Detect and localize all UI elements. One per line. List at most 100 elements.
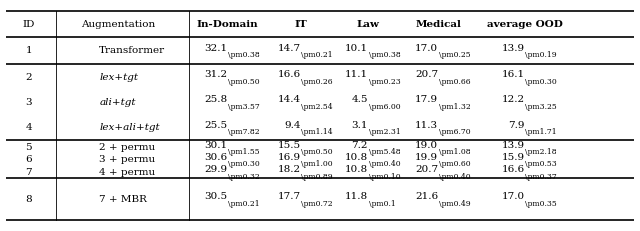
Text: 21.6: 21.6 <box>415 192 438 201</box>
Text: 3.1: 3.1 <box>351 121 368 130</box>
Text: average OOD: average OOD <box>487 20 563 29</box>
Text: ali+tgt: ali+tgt <box>99 98 136 107</box>
Text: \pm0.60: \pm0.60 <box>439 160 470 168</box>
Text: \pm1.08: \pm1.08 <box>439 148 470 156</box>
Text: \pm0.50: \pm0.50 <box>301 148 333 156</box>
Text: \pm0.10: \pm0.10 <box>369 173 400 181</box>
Text: \pm0.30: \pm0.30 <box>525 78 557 86</box>
Text: 13.9: 13.9 <box>502 44 525 53</box>
Text: \pm0.32: \pm0.32 <box>228 173 260 181</box>
Text: 25.8: 25.8 <box>204 95 227 104</box>
Text: Medical: Medical <box>415 20 461 29</box>
Text: 8: 8 <box>26 195 32 204</box>
Text: 2 + permu: 2 + permu <box>99 143 156 152</box>
Text: \pm7.82: \pm7.82 <box>228 128 259 136</box>
Text: \pm0.49: \pm0.49 <box>439 200 470 208</box>
Text: \pm2.18: \pm2.18 <box>525 148 557 156</box>
Text: \pm3.57: \pm3.57 <box>228 103 260 111</box>
Text: 19.0: 19.0 <box>415 141 438 150</box>
Text: 25.5: 25.5 <box>204 121 227 130</box>
Text: \pm6.70: \pm6.70 <box>439 128 470 136</box>
Text: 30.5: 30.5 <box>204 192 227 201</box>
Text: \pm2.31: \pm2.31 <box>369 128 401 136</box>
Text: 3 + permu: 3 + permu <box>99 155 156 164</box>
Text: \pm0.26: \pm0.26 <box>301 78 333 86</box>
Text: 17.0: 17.0 <box>415 44 438 53</box>
Text: 20.7: 20.7 <box>415 165 438 174</box>
Text: \pm5.48: \pm5.48 <box>369 148 400 156</box>
Text: 32.1: 32.1 <box>204 44 227 53</box>
Text: 16.6: 16.6 <box>502 165 525 174</box>
Text: \pm0.38: \pm0.38 <box>369 51 401 59</box>
Text: Law: Law <box>356 20 380 29</box>
Text: 10.8: 10.8 <box>345 153 368 162</box>
Text: 29.9: 29.9 <box>204 165 227 174</box>
Text: 17.7: 17.7 <box>278 192 301 201</box>
Text: 4: 4 <box>26 123 32 132</box>
Text: \pm1.55: \pm1.55 <box>228 148 259 156</box>
Text: 3: 3 <box>26 98 32 107</box>
Text: 6: 6 <box>26 155 32 164</box>
Text: 7: 7 <box>26 168 32 176</box>
Text: \pm0.72: \pm0.72 <box>301 200 333 208</box>
Text: 7 + MBR: 7 + MBR <box>99 195 147 204</box>
Text: 30.1: 30.1 <box>204 141 227 150</box>
Text: lex+tgt: lex+tgt <box>99 73 138 82</box>
Text: \pm0.53: \pm0.53 <box>525 160 557 168</box>
Text: In-Domain: In-Domain <box>196 20 258 29</box>
Text: 31.2: 31.2 <box>204 70 227 79</box>
Text: \pm0.23: \pm0.23 <box>369 78 401 86</box>
Text: 9.4: 9.4 <box>284 121 301 130</box>
Text: lex+ali+tgt: lex+ali+tgt <box>99 123 160 132</box>
Text: 20.7: 20.7 <box>415 70 438 79</box>
Text: 17.0: 17.0 <box>502 192 525 201</box>
Text: \pm0.35: \pm0.35 <box>525 200 557 208</box>
Text: 19.9: 19.9 <box>415 153 438 162</box>
Text: \pm3.25: \pm3.25 <box>525 103 557 111</box>
Text: \pm0.37: \pm0.37 <box>525 173 557 181</box>
Text: 2: 2 <box>26 73 32 82</box>
Text: \pm6.00: \pm6.00 <box>369 103 400 111</box>
Text: Augmentation: Augmentation <box>81 20 156 29</box>
Text: 15.5: 15.5 <box>278 141 301 150</box>
Text: 14.4: 14.4 <box>278 95 301 104</box>
Text: 11.1: 11.1 <box>345 70 368 79</box>
Text: Transformer: Transformer <box>99 46 165 55</box>
Text: 18.2: 18.2 <box>278 165 301 174</box>
Text: 11.3: 11.3 <box>415 121 438 130</box>
Text: \pm0.19: \pm0.19 <box>525 51 557 59</box>
Text: 5: 5 <box>26 143 32 152</box>
Text: 4.5: 4.5 <box>351 95 368 104</box>
Text: 16.6: 16.6 <box>278 70 301 79</box>
Text: \pm0.30: \pm0.30 <box>228 160 260 168</box>
Text: 13.9: 13.9 <box>502 141 525 150</box>
Text: 1: 1 <box>26 46 32 55</box>
Text: 11.8: 11.8 <box>345 192 368 201</box>
Text: \pm0.21: \pm0.21 <box>228 200 259 208</box>
Text: 15.9: 15.9 <box>502 153 525 162</box>
Text: \pm1.32: \pm1.32 <box>439 103 471 111</box>
Text: \pm0.89: \pm0.89 <box>301 173 333 181</box>
Text: \pm1.14: \pm1.14 <box>301 128 333 136</box>
Text: 10.1: 10.1 <box>345 44 368 53</box>
Text: \pm0.21: \pm0.21 <box>301 51 333 59</box>
Text: 16.9: 16.9 <box>278 153 301 162</box>
Text: \pm0.66: \pm0.66 <box>439 78 470 86</box>
Text: 7.9: 7.9 <box>508 121 525 130</box>
Text: \pm1.71: \pm1.71 <box>525 128 557 136</box>
Text: \pm2.54: \pm2.54 <box>301 103 333 111</box>
Text: \pm0.50: \pm0.50 <box>228 78 259 86</box>
Text: IT: IT <box>294 20 307 29</box>
Text: 4 + permu: 4 + permu <box>99 168 156 176</box>
Text: \pm0.38: \pm0.38 <box>228 51 260 59</box>
Text: \pm0.1: \pm0.1 <box>369 200 396 208</box>
Text: 14.7: 14.7 <box>278 44 301 53</box>
Text: \pm0.40: \pm0.40 <box>369 160 400 168</box>
Text: 30.6: 30.6 <box>204 153 227 162</box>
Text: \pm1.00: \pm1.00 <box>301 160 333 168</box>
Text: 16.1: 16.1 <box>502 70 525 79</box>
Text: 12.2: 12.2 <box>502 95 525 104</box>
Text: 7.2: 7.2 <box>351 141 368 150</box>
Text: 10.8: 10.8 <box>345 165 368 174</box>
Text: ID: ID <box>22 20 35 29</box>
